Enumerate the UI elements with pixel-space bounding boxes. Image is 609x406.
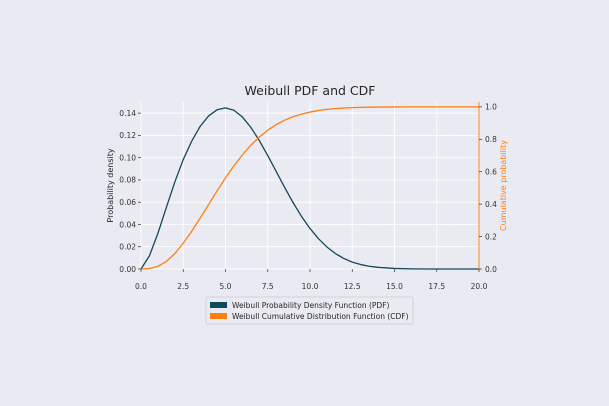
x-tick-label: 2.5 [177,282,189,291]
legend-swatch-cdf [210,313,227,319]
pdf-line [140,107,479,270]
y-left-tick-label: 0.08 [119,176,136,185]
x-tick-label: 10.0 [302,282,319,291]
y-right-tick-label: 0.4 [485,200,497,209]
x-tick-label: 17.5 [428,282,445,291]
x-tick-label: 5.0 [220,282,232,291]
legend-label-cdf: Weibull Cumulative Distribution Function… [232,312,409,321]
y-left-tick-label: 0.04 [119,220,136,229]
legend-swatch-pdf [210,302,227,308]
x-tick-label: 20.0 [471,282,488,291]
x-tick-label: 12.5 [344,282,361,291]
y-left-tick-label: 0.10 [119,153,136,162]
y-left-tick-label: 0.00 [119,265,136,274]
x-tick-label: 7.5 [262,282,274,291]
x-tick-label: 15.0 [386,282,403,291]
y-axis-label-right: Cumulative probability [499,140,508,231]
legend-box [205,296,414,325]
y-left-tick-label: 0.12 [119,131,136,140]
legend: Weibull Probability Density Function (PD… [205,296,414,325]
y-left-tick-label: 0.14 [119,109,136,118]
chart-title: Weibull PDF and CDF [245,83,376,98]
y-right-tick-label: 0.8 [485,135,497,144]
y-left-tick-label: 0.06 [119,198,136,207]
y-right-tick-label: 1.0 [485,103,497,112]
y-axis-label-left: Probability density [106,148,115,222]
y-left-tick-label: 0.02 [119,243,136,252]
x-tick-label: 0.0 [135,282,147,291]
cdf-line [140,106,479,270]
y-right-tick-label: 0.6 [485,168,497,177]
y-right-tick-label: 0.2 [485,232,497,241]
legend-label-pdf: Weibull Probability Density Function (PD… [232,301,389,310]
y-right-tick-label: 0.0 [485,265,497,274]
